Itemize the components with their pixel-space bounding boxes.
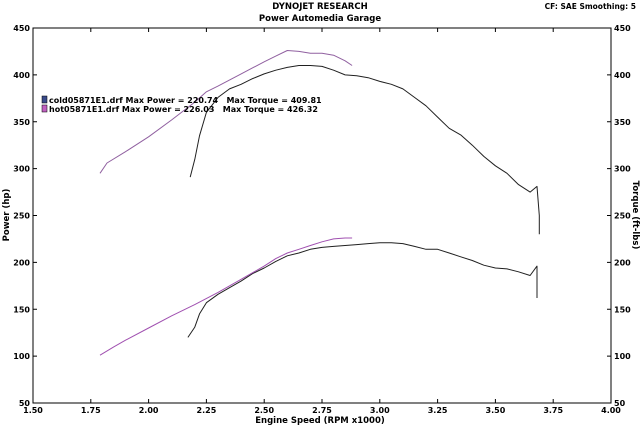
y-tick-label-right: 300 (614, 165, 631, 174)
legend: cold05871E1.drf Max Power = 220.74 Max T… (41, 95, 322, 114)
y-tick-label-left: 100 (13, 352, 30, 361)
x-tick-label: 2.75 (312, 406, 332, 415)
y-tick-label-left: 350 (13, 118, 30, 127)
y-axis-label-right: Torque (ft-lbs) (630, 181, 640, 250)
legend-entry-cold: cold05871E1.drf Max Power = 220.74 Max T… (49, 96, 322, 105)
y-axis-label-left: Power (hp) (2, 189, 12, 242)
x-tick-label: 2.25 (197, 406, 217, 415)
y-tick-label-left: 150 (13, 305, 30, 314)
chart-title: DYNOJET RESEARCH (272, 2, 367, 12)
y-tick-label-left: 250 (13, 212, 30, 221)
y-tick-label-left: 50 (19, 399, 31, 408)
x-tick-label: 4.00 (601, 406, 621, 415)
x-tick-label: 1.75 (81, 406, 101, 415)
legend-entry-hot: hot05871E1.drf Max Power = 226.03 Max To… (49, 105, 318, 114)
x-tick-label: 3.00 (370, 406, 390, 415)
y-tick-label-right: 200 (614, 258, 631, 267)
y-tick-label-right: 450 (614, 24, 631, 33)
y-tick-label-left: 400 (13, 71, 30, 80)
series-line-hot-torque (99, 50, 353, 174)
chart-subtitle: Power Automedia Garage (259, 14, 381, 24)
x-tick-label: 3.75 (543, 406, 563, 415)
x-tick-label: 2.50 (254, 406, 274, 415)
plot-frame (32, 27, 612, 404)
series-line-cold-torque (189, 65, 540, 235)
y-tick-label-left: 300 (13, 165, 30, 174)
y-tick-label-left: 200 (13, 258, 30, 267)
legend-swatch-cold (41, 95, 48, 104)
x-axis-label: Engine Speed (RPM x1000) (255, 416, 385, 426)
y-tick-label-right: 100 (614, 352, 631, 361)
x-tick-label: 3.50 (486, 406, 506, 415)
x-tick-label: 3.25 (428, 406, 448, 415)
y-tick-label-right: 150 (614, 305, 631, 314)
y-tick-label-left: 450 (13, 24, 30, 33)
y-tick-label-right: 50 (614, 399, 626, 408)
series-line-hot-power (99, 237, 353, 356)
series-line-cold-power (187, 242, 538, 338)
y-tick-label-right: 350 (614, 118, 631, 127)
y-tick-label-right: 250 (614, 212, 631, 221)
legend-swatch-hot (41, 104, 48, 113)
chart-info: CF: SAE Smoothing: 5 (545, 2, 636, 11)
data-series (99, 50, 540, 356)
y-tick-label-right: 400 (614, 71, 631, 80)
x-tick-label: 1.50 (23, 406, 43, 415)
axis-ticks: 1.50 1.75 2.00 2.25 2.50 2.75 3.00 3.25 3.50 3.75… (13, 24, 631, 415)
x-tick-label: 2.00 (139, 406, 159, 415)
